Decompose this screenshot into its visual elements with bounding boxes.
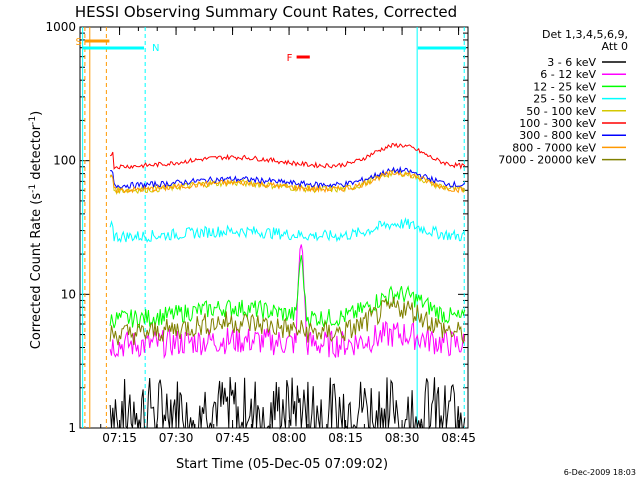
series-line-8 — [109, 296, 466, 346]
series-line-3 — [109, 216, 466, 244]
plot-frame — [79, 26, 469, 429]
legend-label: 12 - 25 keV — [533, 80, 596, 93]
legend-header-1: Det 1,3,4,5,6,9, — [542, 28, 628, 41]
f-label: F — [287, 53, 293, 64]
y-tick-label: 1 — [68, 421, 76, 435]
series-line-1 — [109, 244, 466, 360]
legend-label: 7000 - 20000 keV — [498, 154, 596, 167]
x-tick-label: 08:00 — [272, 431, 307, 445]
series-group — [109, 142, 466, 430]
chart-title: HESSI Observing Summary Count Rates, Cor… — [75, 3, 457, 21]
series-line-5 — [109, 142, 466, 170]
y-tick-label: 10 — [61, 287, 76, 301]
series-line-7 — [109, 170, 466, 194]
x-tick-label: 07:15 — [102, 431, 137, 445]
axis-ticks: 07:15 07:30 07:45 08:00 08:15 08:30 08:45 1 10 10… — [45, 20, 475, 445]
series-line-2 — [109, 255, 466, 329]
footer-date: 6-Dec-2009 18:03 — [564, 468, 636, 477]
y-tick-label: 100 — [53, 154, 76, 168]
n-label: N — [152, 43, 159, 54]
legend-label: 800 - 7000 keV — [512, 141, 596, 154]
legend-label: 50 - 100 keV — [526, 105, 596, 118]
series-line-4 — [109, 169, 466, 196]
legend-label: 100 - 300 keV — [519, 117, 596, 130]
series-line-0 — [109, 376, 466, 430]
legend-label: 25 - 50 keV — [533, 93, 596, 106]
x-axis-label: Start Time (05-Dec-05 07:09:02) — [176, 457, 388, 472]
x-tick-label: 08:30 — [385, 431, 420, 445]
legend-header-2: Att 0 — [602, 40, 628, 53]
legend-label: 6 - 12 keV — [540, 68, 596, 81]
x-tick-label: 07:30 — [159, 431, 194, 445]
legend-label: 3 - 6 keV — [547, 56, 596, 69]
s-label: S — [76, 37, 82, 48]
y-tick-label: 1000 — [45, 20, 76, 34]
y-axis-label: Corrected Count Rate (s-1 detector-1) — [28, 111, 44, 349]
x-tick-label: 08:45 — [441, 431, 476, 445]
x-tick-label: 07:45 — [215, 431, 250, 445]
legend-label: 300 - 800 keV — [519, 129, 596, 142]
x-tick-label: 08:15 — [328, 431, 363, 445]
series-line-6 — [110, 165, 466, 190]
